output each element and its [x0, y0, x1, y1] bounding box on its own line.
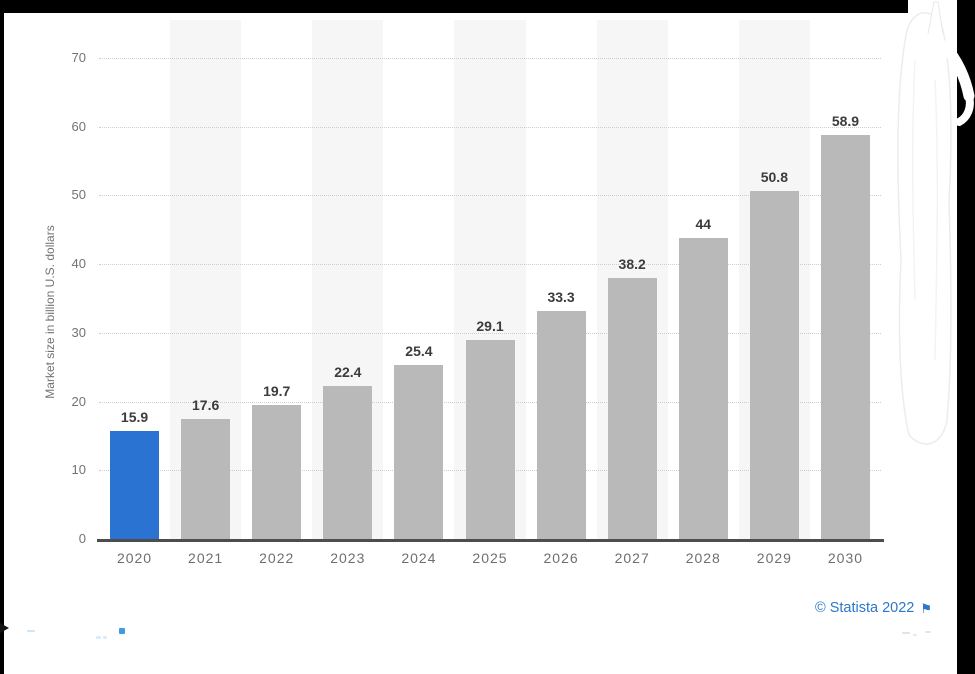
- dot-artifact: [119, 628, 125, 634]
- bar-2029[interactable]: [749, 190, 799, 540]
- x-tick-label-2030: 2030: [827, 550, 864, 566]
- y-tick-label-70: 70: [71, 50, 86, 65]
- y-tick-label-20: 20: [71, 393, 86, 409]
- bar-value-label-2030: 58.9: [831, 113, 860, 130]
- dot-artifact: [925, 631, 931, 633]
- y-tick-label-40: 40: [71, 256, 86, 272]
- bar-2025[interactable]: [465, 340, 515, 540]
- x-tick-label-2028: 2028: [685, 550, 721, 566]
- flag-icon: ⚑: [920, 600, 932, 616]
- bar-value-label-2023: 22.4: [334, 364, 362, 381]
- bar-2024[interactable]: [394, 365, 444, 540]
- bar-value-label-2020: 15.9: [120, 408, 149, 425]
- bar-value-label-2028: 44: [695, 215, 712, 232]
- x-tick-label-2020: 2020: [116, 550, 153, 566]
- x-tick-label-2024: 2024: [401, 550, 437, 566]
- gridline-70: [99, 58, 881, 59]
- x-tick-label-2025: 2025: [472, 550, 508, 566]
- right-border: [957, 0, 975, 674]
- top-border: [0, 0, 975, 13]
- dot-artifact: [902, 632, 910, 634]
- dot-artifact: [27, 630, 35, 632]
- gridline-60: [99, 126, 881, 128]
- bar-2023[interactable]: [323, 386, 373, 540]
- gridline-50: [99, 195, 881, 197]
- x-tick-label-2022: 2022: [259, 550, 295, 566]
- x-axis-line: [97, 538, 884, 542]
- bar-value-label-2027: 38.2: [618, 255, 646, 272]
- bar-value-label-2025: 29.1: [476, 318, 504, 335]
- bar-value-label-2022: 19.7: [263, 382, 291, 399]
- edge-arrow-artifact: [0, 623, 9, 633]
- statista-credit-link[interactable]: © Statista 2022 ⚑: [815, 599, 932, 617]
- left-border: [0, 0, 4, 674]
- bar-2020[interactable]: [110, 430, 160, 540]
- dot-artifact: [96, 636, 101, 639]
- bar-value-label-2026: 33.3: [547, 289, 575, 306]
- bar-2030[interactable]: [820, 135, 870, 540]
- x-tick-label-2023: 2023: [330, 550, 366, 566]
- bar-value-label-2021: 17.6: [192, 397, 220, 414]
- x-tick-label-2029: 2029: [756, 550, 792, 566]
- gridline-40: [99, 264, 881, 266]
- bar-value-label-2029: 50.8: [760, 168, 788, 185]
- y-tick-label-0: 0: [78, 531, 86, 546]
- bar-2027[interactable]: [607, 277, 657, 540]
- gridline-30: [99, 332, 881, 334]
- dot-artifact: [913, 634, 917, 636]
- y-tick-label-30: 30: [71, 324, 86, 340]
- x-tick-label-2026: 2026: [543, 550, 579, 566]
- y-axis-title: Market size in billion U.S. dollars: [43, 225, 57, 399]
- y-tick-label-50: 50: [71, 187, 86, 203]
- y-tick-label-10: 10: [71, 462, 86, 478]
- copyright-text: © Statista 2022: [814, 600, 915, 616]
- bar-value-label-2024: 25.4: [405, 343, 433, 360]
- bar-2022[interactable]: [252, 404, 302, 540]
- y-tick-label-60: 60: [71, 118, 86, 134]
- bar-2028[interactable]: [678, 237, 728, 540]
- x-tick-label-2027: 2027: [614, 550, 650, 566]
- dot-artifact: [103, 636, 107, 639]
- bar-2026[interactable]: [536, 311, 586, 540]
- bar-2021[interactable]: [181, 419, 231, 540]
- x-tick-label-2021: 2021: [188, 550, 224, 566]
